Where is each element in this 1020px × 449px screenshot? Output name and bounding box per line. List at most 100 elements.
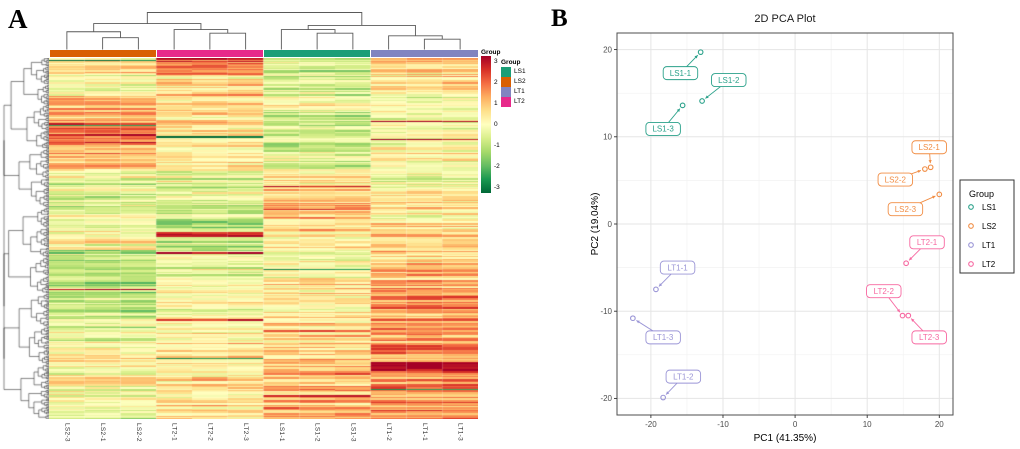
column-label-lt1-3: LT1-3 <box>456 423 464 441</box>
column-dendrogram-branch <box>173 29 229 50</box>
column-dendrogram <box>66 12 461 50</box>
point-label-box-lt2-1 <box>909 235 945 250</box>
x-tick-label-10: 10 <box>863 420 872 429</box>
legend-label-ls2: LS2 <box>982 222 997 231</box>
label-arrowhead-ls2-1 <box>928 160 932 164</box>
point-label-ls1-3: LS1-3 <box>652 125 674 134</box>
annotation-bar <box>49 49 478 57</box>
data-point-lt1-2 <box>660 394 666 401</box>
pca-plot: LS1-1LS1-2LS1-3LS2-1LS2-2LS2-3LT1-1LT1-2… <box>590 13 1015 444</box>
column-label-ls1-3: LS1-3 <box>349 423 357 442</box>
group-swatch-lt1 <box>501 87 511 97</box>
label-arrowhead-ls1-1 <box>694 55 698 59</box>
colorbar-tick-1: 1 <box>494 99 498 107</box>
y-tick-label--10: -10 <box>600 307 612 316</box>
pca-title: 2D PCA Plot <box>754 13 815 25</box>
data-point-ls1-1 <box>697 49 704 56</box>
y-tick-label-20: 20 <box>603 45 612 54</box>
colorbar-tick--3: -3 <box>494 183 500 191</box>
label-arrowhead-ls1-2 <box>705 95 709 99</box>
group-label-lt1: LT1 <box>514 88 525 95</box>
annotation-bar-title: Group <box>481 49 501 56</box>
label-arrowhead-lt2-3 <box>911 318 915 322</box>
group-label-lt2: LT2 <box>514 98 525 105</box>
heatmap-canvas <box>49 58 478 419</box>
point-label-box-ls1-2 <box>711 73 747 88</box>
point-label-box-lt2-2 <box>866 284 902 299</box>
data-point-ls2-2 <box>922 166 928 172</box>
point-label-ls2-1: LS2-1 <box>919 143 941 152</box>
value-colorbar <box>481 56 491 193</box>
column-label-ls1-2: LS1-2 <box>313 423 321 442</box>
y-tick-label--20: -20 <box>600 394 612 403</box>
legend-point-lt1 <box>968 242 974 248</box>
data-point-lt1-3 <box>630 315 636 322</box>
y-tick-label-10: 10 <box>603 133 612 142</box>
x-tick-label-20: 20 <box>935 420 944 429</box>
label-arrowhead-ls1-3 <box>676 108 680 112</box>
column-dendrogram-branch <box>93 23 202 32</box>
point-label-lt1-2: LT1-2 <box>673 372 694 381</box>
column-label-ls2-2: LS2-2 <box>134 423 142 442</box>
column-dendrogram-branch <box>146 12 363 26</box>
legend-point-ls1 <box>968 204 974 210</box>
data-point-ls1-2 <box>699 98 705 104</box>
annotation-segment-ls2 <box>49 49 156 57</box>
column-label-lt2-1: LT2-1 <box>170 423 178 441</box>
column-label-lt1-1: LT1-1 <box>420 423 428 441</box>
column-label-ls2-1: LS2-1 <box>99 423 107 442</box>
column-label-ls1-1: LS1-1 <box>277 423 285 442</box>
point-label-lt2-2: LT2-2 <box>874 287 895 296</box>
column-dendrogram-branch <box>102 37 139 50</box>
point-label-lt2-3: LT2-3 <box>919 333 940 342</box>
row-dendrogram <box>2 58 49 419</box>
column-dendrogram-branch <box>280 29 336 50</box>
point-label-box-ls1-3 <box>645 121 681 136</box>
x-axis-title: PC1 (41.35%) <box>754 433 817 444</box>
heatmap-group-legend-title: Group <box>501 59 521 66</box>
group-label-ls1: LS1 <box>514 68 526 75</box>
point-label-ls1-1: LS1-1 <box>670 69 692 78</box>
data-point-lt2-1 <box>903 260 909 267</box>
point-label-box-lt1-3 <box>645 330 681 345</box>
data-point-ls2-3 <box>936 191 943 198</box>
point-label-lt1-1: LT1-1 <box>667 263 688 272</box>
colorbar-tick-0: 0 <box>494 120 498 128</box>
column-dendrogram-branch <box>423 38 461 50</box>
pca-legend-title: Group <box>969 189 994 199</box>
label-arrowhead-lt1-2 <box>666 391 670 395</box>
legend-point-lt2 <box>968 261 974 267</box>
point-label-box-ls1-1 <box>662 66 699 81</box>
point-label-box-lt2-3 <box>911 330 947 345</box>
point-label-lt2-1: LT2-1 <box>917 238 938 247</box>
data-point-lt2-3 <box>905 312 912 319</box>
group-swatch-ls2 <box>501 77 511 87</box>
point-label-box-lt1-1 <box>659 260 696 275</box>
point-label-ls2-3: LS2-3 <box>895 205 917 214</box>
group-swatch-lt2 <box>501 97 511 107</box>
annotation-segment-ls1 <box>264 49 371 57</box>
group-label-ls2: LS2 <box>514 78 526 85</box>
colorbar-tick-3: 3 <box>494 57 498 65</box>
point-label-box-lt1-2 <box>665 369 702 384</box>
annotation-segment-lt1 <box>371 49 478 57</box>
legend-label-ls1: LS1 <box>982 203 997 212</box>
legend-label-lt2: LT2 <box>982 260 996 269</box>
colorbar-tick--1: -1 <box>494 141 500 149</box>
column-dendrogram-branch <box>388 35 443 50</box>
column-label-ls2-3: LS2-3 <box>63 423 71 442</box>
point-label-box-ls2-2 <box>877 172 914 187</box>
data-point-ls2-1 <box>927 164 934 171</box>
label-arrowhead-ls2-2 <box>917 169 921 173</box>
legend-label-lt1: LT1 <box>982 241 996 250</box>
column-label-lt2-3: LT2-3 <box>242 423 250 441</box>
x-tick-label--20: -20 <box>645 420 657 429</box>
column-dendrogram-branch <box>209 32 247 50</box>
data-point-ls1-3 <box>679 102 686 109</box>
group-swatch-ls1 <box>501 67 511 77</box>
point-label-ls1-2: LS1-2 <box>718 76 740 85</box>
label-arrowhead-ls2-3 <box>932 195 936 199</box>
column-label-lt2-2: LT2-2 <box>206 423 214 441</box>
colorbar-tick--2: -2 <box>494 162 500 170</box>
y-tick-label-0: 0 <box>608 220 613 229</box>
